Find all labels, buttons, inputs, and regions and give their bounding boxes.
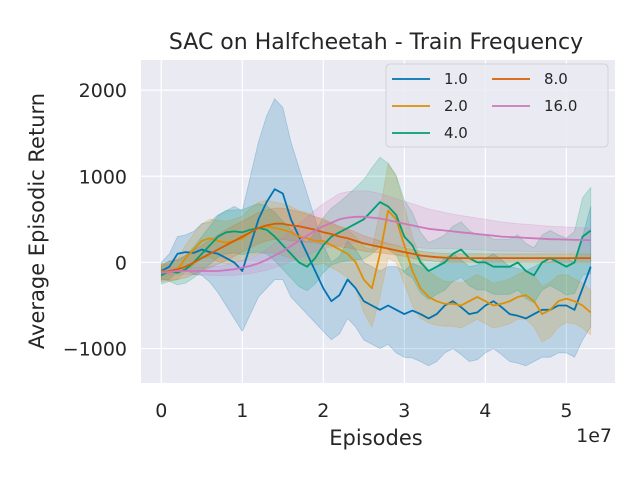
x-tick-label-2: 2 <box>317 400 329 422</box>
tick-labels: 0 1 2 3 4 5 −1000 0 1000 2000 <box>63 80 573 422</box>
legend-label-4.0: 4.0 <box>444 124 468 142</box>
legend-label-1.0: 1.0 <box>444 70 468 88</box>
y-tick-label-2000: 2000 <box>79 80 127 102</box>
x-tick-label-5: 5 <box>560 400 572 422</box>
y-tick-label--1000: −1000 <box>63 339 127 361</box>
y-tick-label-0: 0 <box>115 252 127 274</box>
x-tick-label-3: 3 <box>398 400 410 422</box>
legend: 1.0 2.0 4.0 8.0 16.0 <box>385 63 609 148</box>
series-line-8.0 <box>161 222 591 274</box>
x-tick-label-1: 1 <box>236 400 248 422</box>
x-axis-label: Episodes <box>329 426 422 450</box>
y-tick-label-1000: 1000 <box>79 166 127 188</box>
x-tick-label-0: 0 <box>155 400 167 422</box>
series-lines <box>160 188 592 320</box>
legend-label-2.0: 2.0 <box>444 97 468 115</box>
series-line-16.0 <box>161 215 591 274</box>
band-4.0 <box>160 156 592 304</box>
series-line-1.0 <box>160 188 592 320</box>
legend-label-16.0: 16.0 <box>544 97 577 115</box>
legend-label-8.0: 8.0 <box>544 70 568 88</box>
x-axis-offset-text: 1e7 <box>576 425 612 447</box>
band-16.0 <box>160 190 592 277</box>
series-line-4.0 <box>160 201 592 277</box>
band-1.0 <box>160 98 592 367</box>
y-axis-label: Average Episodic Return <box>25 93 49 349</box>
x-tick-label-4: 4 <box>479 400 491 422</box>
chart-title: SAC on Halfcheetah - Train Frequency <box>169 30 583 55</box>
